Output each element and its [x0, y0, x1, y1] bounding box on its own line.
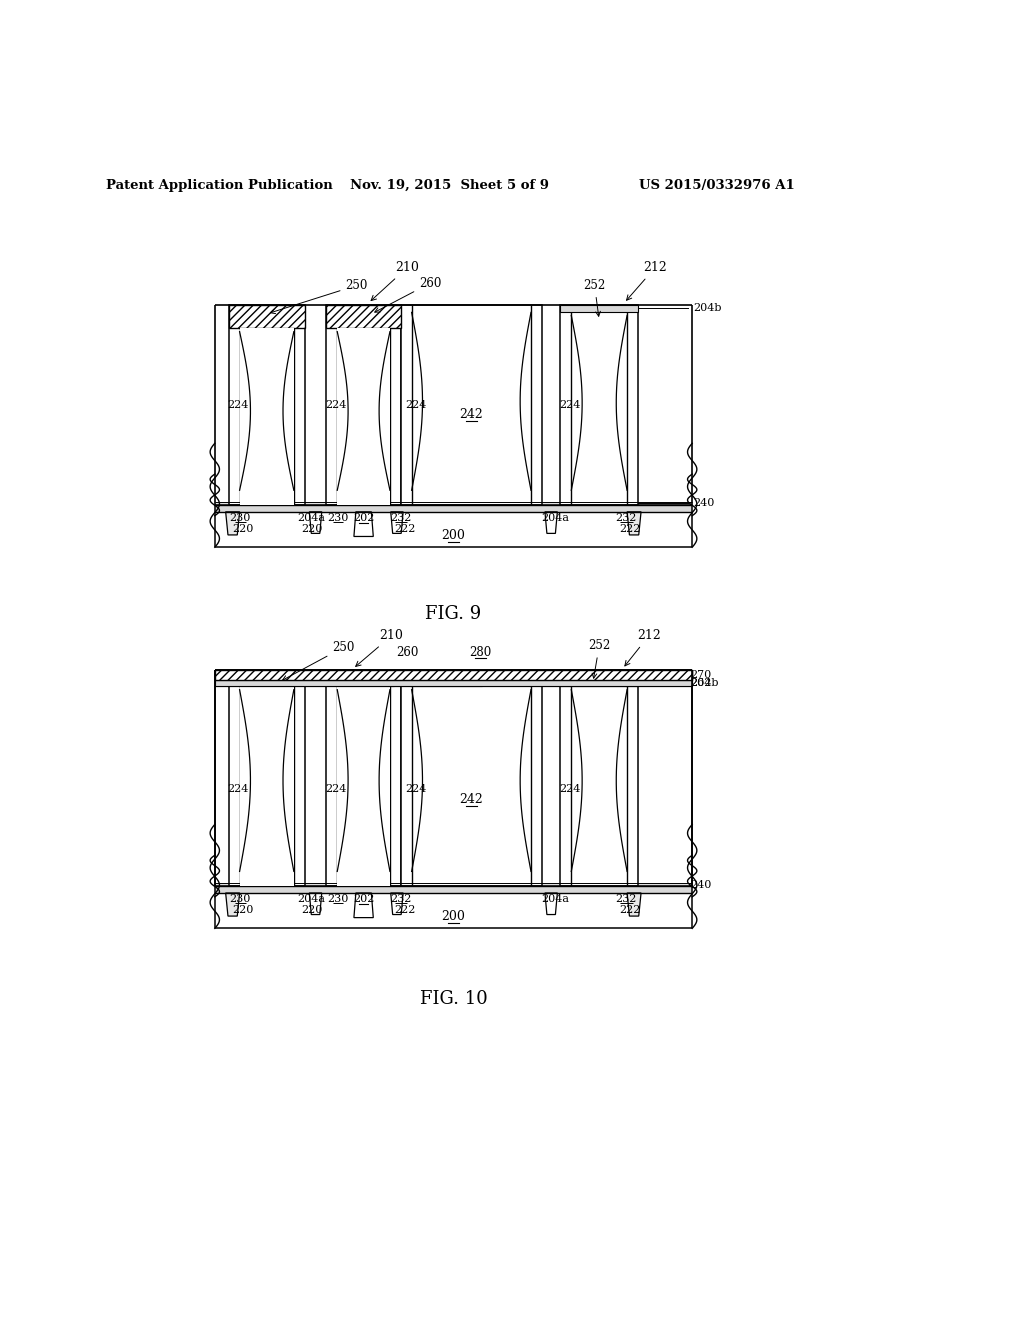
Bar — [337, 686, 390, 886]
Text: 220: 220 — [301, 906, 323, 915]
Bar — [327, 305, 400, 506]
Bar — [240, 686, 294, 886]
Text: Patent Application Publication: Patent Application Publication — [106, 178, 333, 191]
Text: 204b: 204b — [690, 677, 719, 688]
Text: 224: 224 — [325, 400, 346, 409]
Bar — [215, 504, 692, 548]
Bar — [412, 671, 482, 686]
Text: 232: 232 — [615, 894, 637, 904]
Text: Nov. 19, 2015  Sheet 5 of 9: Nov. 19, 2015 Sheet 5 of 9 — [350, 178, 549, 191]
Text: 280: 280 — [469, 647, 492, 659]
Text: 212: 212 — [627, 261, 667, 300]
Bar — [228, 305, 305, 506]
Text: 252: 252 — [588, 639, 610, 678]
Text: 230: 230 — [328, 513, 349, 523]
Text: 222: 222 — [394, 524, 416, 533]
Bar — [400, 686, 542, 886]
Text: 250: 250 — [283, 640, 354, 680]
Text: 224: 224 — [559, 784, 581, 795]
Text: 210: 210 — [355, 630, 403, 667]
Text: 224: 224 — [559, 400, 581, 409]
Polygon shape — [627, 512, 641, 535]
Text: 252: 252 — [584, 279, 605, 317]
Polygon shape — [391, 892, 403, 915]
Polygon shape — [309, 512, 322, 533]
Text: 200: 200 — [441, 529, 466, 543]
Text: 204a: 204a — [298, 894, 326, 904]
Bar — [215, 886, 692, 928]
Bar — [327, 305, 400, 327]
Bar — [215, 506, 692, 512]
Text: 202: 202 — [353, 894, 375, 904]
Text: 202: 202 — [353, 513, 375, 523]
Bar — [560, 680, 638, 686]
Text: 224: 224 — [404, 400, 426, 409]
Polygon shape — [545, 892, 557, 915]
Polygon shape — [391, 512, 403, 533]
Text: 242: 242 — [460, 408, 483, 421]
Polygon shape — [225, 892, 240, 916]
Bar — [560, 305, 638, 312]
Polygon shape — [627, 892, 641, 916]
Text: 230: 230 — [328, 894, 349, 904]
Text: 220: 220 — [301, 524, 323, 533]
Bar — [228, 686, 305, 886]
Bar — [560, 305, 638, 506]
Bar — [215, 671, 692, 680]
Text: FIG. 10: FIG. 10 — [420, 990, 487, 1008]
Text: 232: 232 — [390, 513, 412, 523]
Text: 224: 224 — [404, 784, 426, 795]
Bar — [400, 305, 542, 506]
Bar — [560, 686, 638, 886]
Bar — [240, 671, 294, 686]
Text: 262: 262 — [690, 677, 712, 688]
Polygon shape — [354, 512, 374, 536]
Text: 250: 250 — [270, 279, 368, 314]
Bar — [240, 492, 294, 506]
Bar — [337, 671, 394, 686]
Text: 240: 240 — [693, 499, 715, 508]
Polygon shape — [309, 892, 322, 915]
Text: 204a: 204a — [298, 513, 326, 523]
Text: US 2015/0332976 A1: US 2015/0332976 A1 — [639, 178, 795, 191]
Text: 240: 240 — [690, 879, 712, 890]
Text: FIG. 9: FIG. 9 — [425, 606, 481, 623]
Text: 222: 222 — [620, 906, 641, 915]
Text: 270: 270 — [690, 671, 712, 680]
Text: 204b: 204b — [693, 302, 722, 313]
Bar — [215, 883, 692, 886]
Text: 230: 230 — [229, 513, 251, 523]
Text: 204a: 204a — [541, 513, 569, 523]
Text: 220: 220 — [232, 906, 253, 915]
Bar — [228, 305, 305, 327]
Text: 224: 224 — [325, 784, 346, 795]
Text: 224: 224 — [227, 400, 249, 409]
Text: 260: 260 — [375, 277, 441, 312]
Bar — [215, 502, 692, 506]
Text: 232: 232 — [390, 894, 412, 904]
Text: 222: 222 — [394, 906, 416, 915]
Bar — [215, 680, 692, 686]
Text: 210: 210 — [371, 261, 419, 301]
Text: 222: 222 — [620, 524, 641, 533]
Text: 260: 260 — [396, 647, 418, 659]
Polygon shape — [545, 512, 557, 533]
Bar — [215, 671, 692, 680]
Text: 224: 224 — [227, 784, 249, 795]
Text: 230: 230 — [229, 894, 251, 904]
Bar — [240, 327, 294, 506]
Polygon shape — [225, 512, 240, 535]
Bar — [215, 886, 692, 892]
Text: 200: 200 — [441, 911, 466, 924]
Text: 232: 232 — [615, 513, 637, 523]
Text: 220: 220 — [232, 524, 253, 533]
Text: 204a: 204a — [541, 894, 569, 904]
Polygon shape — [354, 892, 374, 917]
Bar — [337, 327, 390, 506]
Text: 212: 212 — [625, 630, 660, 665]
Bar — [215, 680, 692, 686]
Text: 242: 242 — [460, 793, 483, 807]
Bar — [327, 686, 400, 886]
